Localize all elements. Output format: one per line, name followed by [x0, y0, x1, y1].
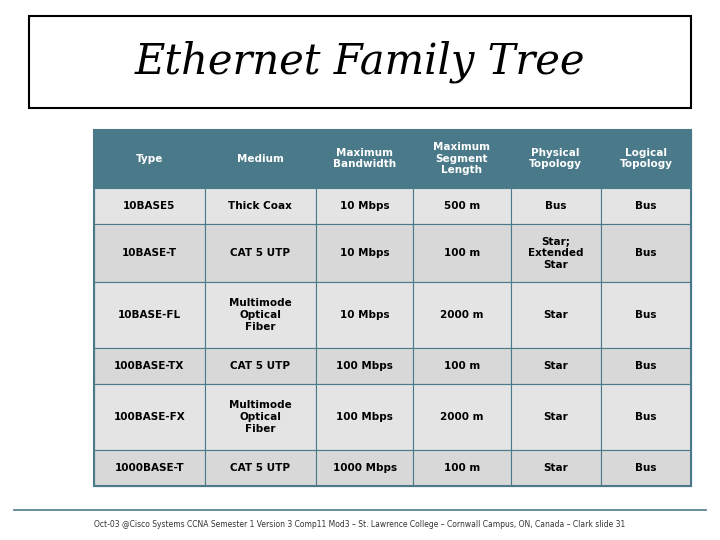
Bar	[413, 348, 510, 384]
Text: 100 Mbps: 100 Mbps	[336, 361, 393, 371]
Bar	[413, 282, 510, 348]
Text: Physical
Topology: Physical Topology	[529, 148, 582, 170]
Bar	[510, 282, 601, 348]
Bar	[94, 224, 204, 282]
Text: Multimode
Optical
Fiber: Multimode Optical Fiber	[229, 400, 292, 434]
Text: Bus: Bus	[635, 361, 657, 371]
Text: Star: Star	[544, 412, 568, 422]
Text: Star: Star	[544, 463, 568, 473]
Text: 10BASE5: 10BASE5	[123, 201, 176, 211]
Text: 100 Mbps: 100 Mbps	[336, 412, 393, 422]
Text: Medium: Medium	[237, 154, 284, 164]
Text: Maximum
Segment
Length: Maximum Segment Length	[433, 142, 490, 176]
Bar	[510, 188, 601, 224]
Bar	[601, 384, 691, 450]
Bar	[204, 188, 316, 224]
Text: CAT 5 UTP: CAT 5 UTP	[230, 361, 290, 371]
Text: Star: Star	[544, 310, 568, 320]
Bar	[413, 224, 510, 282]
Text: Star;
Extended
Star: Star; Extended Star	[528, 237, 583, 270]
Text: Star: Star	[544, 361, 568, 371]
Text: 2000 m: 2000 m	[440, 412, 484, 422]
Text: 1000BASE-T: 1000BASE-T	[114, 463, 184, 473]
Text: CAT 5 UTP: CAT 5 UTP	[230, 248, 290, 258]
Bar	[204, 130, 316, 188]
Text: Bus: Bus	[635, 201, 657, 211]
Text: Ethernet Family Tree: Ethernet Family Tree	[135, 41, 585, 83]
Bar	[94, 130, 691, 486]
Bar	[94, 282, 204, 348]
Bar	[601, 188, 691, 224]
Text: CAT 5 UTP: CAT 5 UTP	[230, 463, 290, 473]
Bar	[510, 348, 601, 384]
Text: Bus: Bus	[635, 310, 657, 320]
Bar	[510, 224, 601, 282]
Bar	[316, 224, 413, 282]
Text: 10 Mbps: 10 Mbps	[340, 310, 390, 320]
Bar	[316, 348, 413, 384]
Bar	[204, 450, 316, 486]
Text: 100BASE-FX: 100BASE-FX	[113, 412, 185, 422]
Bar	[601, 224, 691, 282]
Bar	[204, 384, 316, 450]
Bar	[316, 450, 413, 486]
Bar	[94, 130, 204, 188]
Text: 10BASE-T: 10BASE-T	[122, 248, 176, 258]
Bar	[413, 188, 510, 224]
Bar	[413, 450, 510, 486]
Text: 2000 m: 2000 m	[440, 310, 484, 320]
Text: 100BASE-TX: 100BASE-TX	[114, 361, 184, 371]
Bar	[601, 450, 691, 486]
Text: 100 m: 100 m	[444, 463, 480, 473]
Text: 10 Mbps: 10 Mbps	[340, 201, 390, 211]
Text: Bus: Bus	[635, 463, 657, 473]
Bar	[204, 282, 316, 348]
Text: Type: Type	[135, 154, 163, 164]
Bar	[204, 348, 316, 384]
Bar	[601, 348, 691, 384]
Text: 100 m: 100 m	[444, 361, 480, 371]
Bar	[204, 224, 316, 282]
Bar	[94, 188, 204, 224]
Text: Bus: Bus	[545, 201, 567, 211]
Text: 10BASE-FL: 10BASE-FL	[117, 310, 181, 320]
FancyBboxPatch shape	[29, 16, 691, 108]
Text: 10 Mbps: 10 Mbps	[340, 248, 390, 258]
Bar	[510, 450, 601, 486]
Bar	[601, 130, 691, 188]
Bar	[413, 130, 510, 188]
Bar	[413, 384, 510, 450]
Text: Bus: Bus	[635, 248, 657, 258]
Bar	[94, 384, 204, 450]
Bar	[510, 384, 601, 450]
Bar	[94, 348, 204, 384]
Text: 500 m: 500 m	[444, 201, 480, 211]
Text: Maximum
Bandwidth: Maximum Bandwidth	[333, 148, 396, 170]
Bar	[316, 188, 413, 224]
Text: 1000 Mbps: 1000 Mbps	[333, 463, 397, 473]
Bar	[316, 282, 413, 348]
Text: Multimode
Optical
Fiber: Multimode Optical Fiber	[229, 299, 292, 332]
Text: Bus: Bus	[635, 412, 657, 422]
Text: Oct-03 @Cisco Systems CCNA Semester 1 Version 3 Comp11 Mod3 – St. Lawrence Colle: Oct-03 @Cisco Systems CCNA Semester 1 Ve…	[94, 521, 626, 529]
Text: Logical
Topology: Logical Topology	[619, 148, 672, 170]
Text: 100 m: 100 m	[444, 248, 480, 258]
Bar	[316, 384, 413, 450]
Bar	[601, 282, 691, 348]
Text: Thick Coax: Thick Coax	[228, 201, 292, 211]
Bar	[94, 450, 204, 486]
Bar	[316, 130, 413, 188]
Bar	[510, 130, 601, 188]
